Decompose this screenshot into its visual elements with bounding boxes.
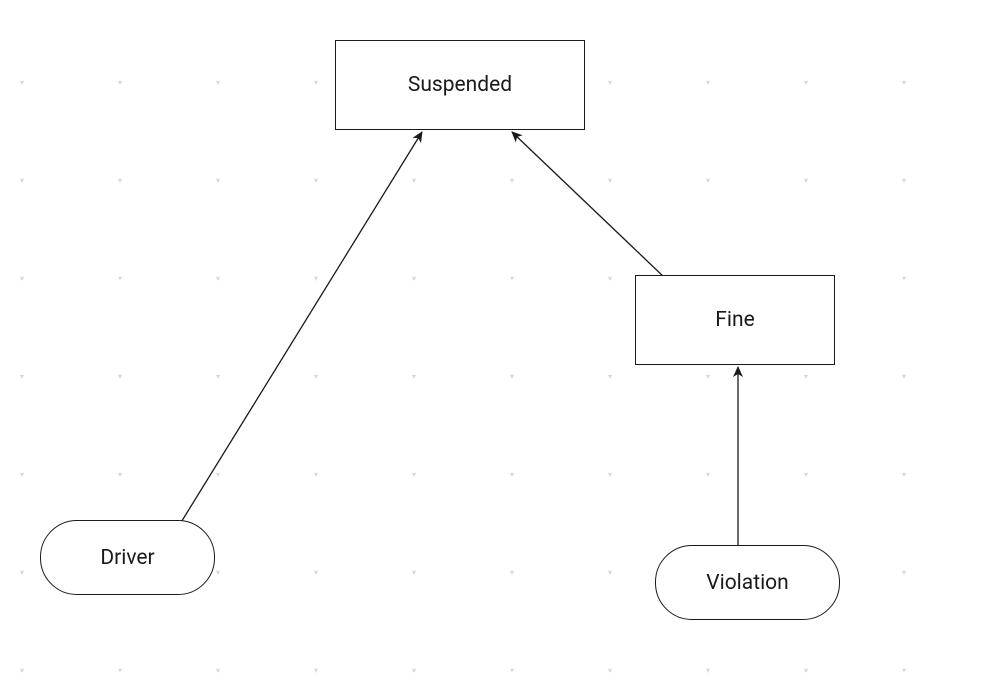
node-driver[interactable]: Driver <box>40 520 215 595</box>
edge-fine-to-suspended <box>512 132 665 278</box>
edge-driver-to-suspended <box>180 132 422 524</box>
node-label-driver: Driver <box>100 546 154 570</box>
node-label-fine: Fine <box>715 308 754 332</box>
node-label-suspended: Suspended <box>408 73 512 97</box>
node-fine[interactable]: Fine <box>635 275 835 365</box>
node-label-violation: Violation <box>706 571 789 595</box>
node-violation[interactable]: Violation <box>655 545 840 620</box>
node-suspended[interactable]: Suspended <box>335 40 585 130</box>
